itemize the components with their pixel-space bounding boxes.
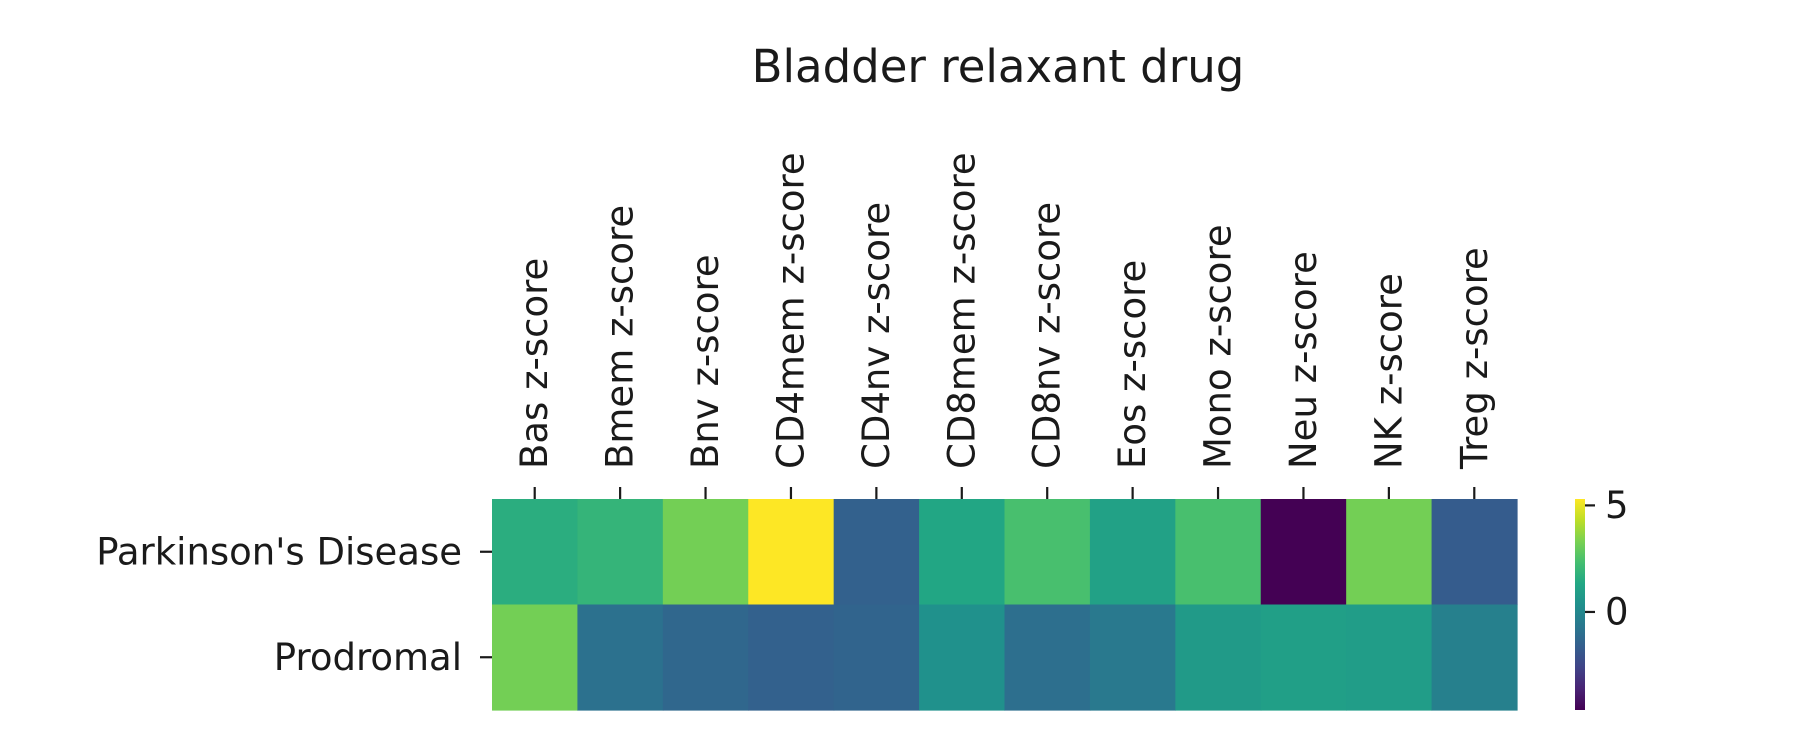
colorbar-tick-label: 0 — [1605, 590, 1629, 633]
column-label: Bnv z-score — [684, 254, 727, 469]
heatmap-cell — [919, 604, 1006, 711]
heatmap-cell — [748, 604, 835, 711]
heatmap-cell — [1346, 499, 1433, 606]
heatmap-cell — [833, 604, 920, 711]
column-labels: Bas z-score Bmem z-score Bnv z-score CD4mem… — [513, 152, 1496, 499]
heatmap-cell — [1175, 499, 1262, 606]
row-label: Prodromal — [274, 636, 462, 679]
heatmap-cell — [1175, 604, 1262, 711]
heatmap-cell — [1004, 499, 1091, 606]
column-label: CD8nv z-score — [1026, 202, 1069, 469]
column-label: Mono z-score — [1197, 224, 1240, 469]
heatmap-cell — [919, 499, 1006, 606]
column-label: Neu z-score — [1282, 251, 1325, 469]
heatmap-cell — [1431, 499, 1518, 606]
heatmap-cell — [748, 499, 835, 606]
column-label: NK z-score — [1367, 273, 1410, 469]
column-label: Treg z-score — [1453, 247, 1496, 470]
colorbar: 50 — [1575, 484, 1629, 710]
column-label: CD4mem z-score — [769, 152, 812, 469]
heatmap-cell — [1260, 499, 1347, 606]
column-label: Eos z-score — [1111, 260, 1154, 469]
heatmap-cell — [1089, 604, 1176, 711]
heatmap-cell — [492, 604, 579, 711]
heatmap-cell — [662, 499, 749, 606]
row-labels: Parkinson's Disease Prodromal — [96, 530, 492, 679]
heatmap-cell — [577, 499, 664, 606]
heatmap-cell — [1004, 604, 1091, 711]
heatmap-cells — [492, 499, 1518, 711]
heatmap-cell — [1431, 604, 1518, 711]
heatmap-cell — [662, 604, 749, 711]
column-label: Bas z-score — [513, 258, 556, 469]
heatmap-cell — [833, 499, 920, 606]
row-label: Parkinson's Disease — [96, 530, 462, 573]
chart-title: Bladder relaxant drug — [752, 40, 1245, 93]
column-label: Bmem z-score — [599, 205, 642, 469]
colorbar-gradient — [1575, 499, 1585, 710]
heatmap-cell — [1346, 604, 1433, 711]
heatmap-cell — [1260, 604, 1347, 711]
column-label: CD8mem z-score — [940, 152, 983, 469]
heatmap-cell — [492, 499, 579, 606]
column-label: CD4nv z-score — [855, 202, 898, 469]
heatmap-cell — [577, 604, 664, 711]
colorbar-tick-label: 5 — [1605, 484, 1629, 527]
heatmap-cell — [1089, 499, 1176, 606]
